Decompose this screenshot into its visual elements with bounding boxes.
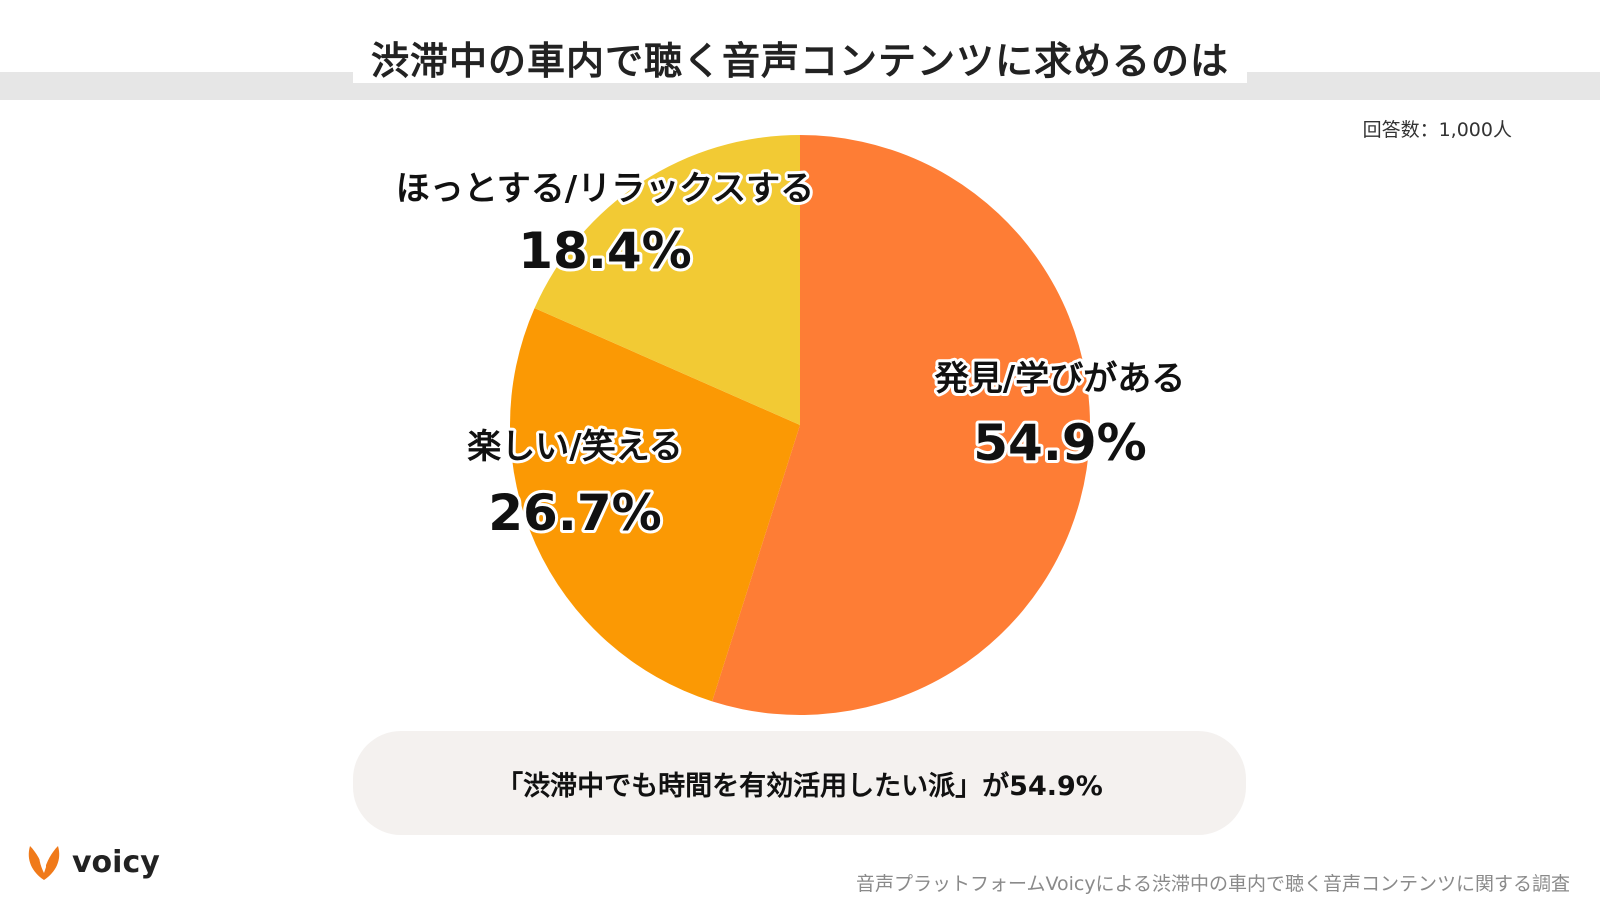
pie-slice-1 xyxy=(712,135,1091,715)
pie-slice-3 xyxy=(534,135,800,425)
slice-value-2: 26.7% xyxy=(488,484,661,542)
page-title-text: 渋滞中の車内で聴く音声コンテンツに求めるのは xyxy=(352,39,1247,83)
slice-label-3: ほっとする/リラックスする xyxy=(396,169,814,209)
voicy-logo: voicy xyxy=(22,840,160,884)
respondent-count: 回答数：1,000人 xyxy=(1362,119,1512,141)
slice-label-2: 楽しい/笑える xyxy=(467,427,682,467)
summary-text: 「渋滞中でも時間を有効活用したい派」が54.9% xyxy=(496,770,1103,802)
slice-value-1: 54.9% xyxy=(973,414,1146,472)
source-note: 音声プラットフォームVoicyによる渋滞中の車内で聴く音声コンテンツに関する調査 xyxy=(856,873,1570,895)
summary-box: 「渋滞中でも時間を有効活用したい派」が54.9% xyxy=(353,731,1246,835)
voicy-leaf-icon xyxy=(28,846,60,880)
slice-value-3: 18.4% xyxy=(518,222,691,280)
slice-label-1: 発見/学びがある xyxy=(935,359,1185,399)
logo-text: voicy xyxy=(72,844,160,880)
pie-slice-2 xyxy=(510,308,800,702)
page-title: 渋滞中の車内で聴く音声コンテンツに求めるのは xyxy=(0,30,1600,85)
